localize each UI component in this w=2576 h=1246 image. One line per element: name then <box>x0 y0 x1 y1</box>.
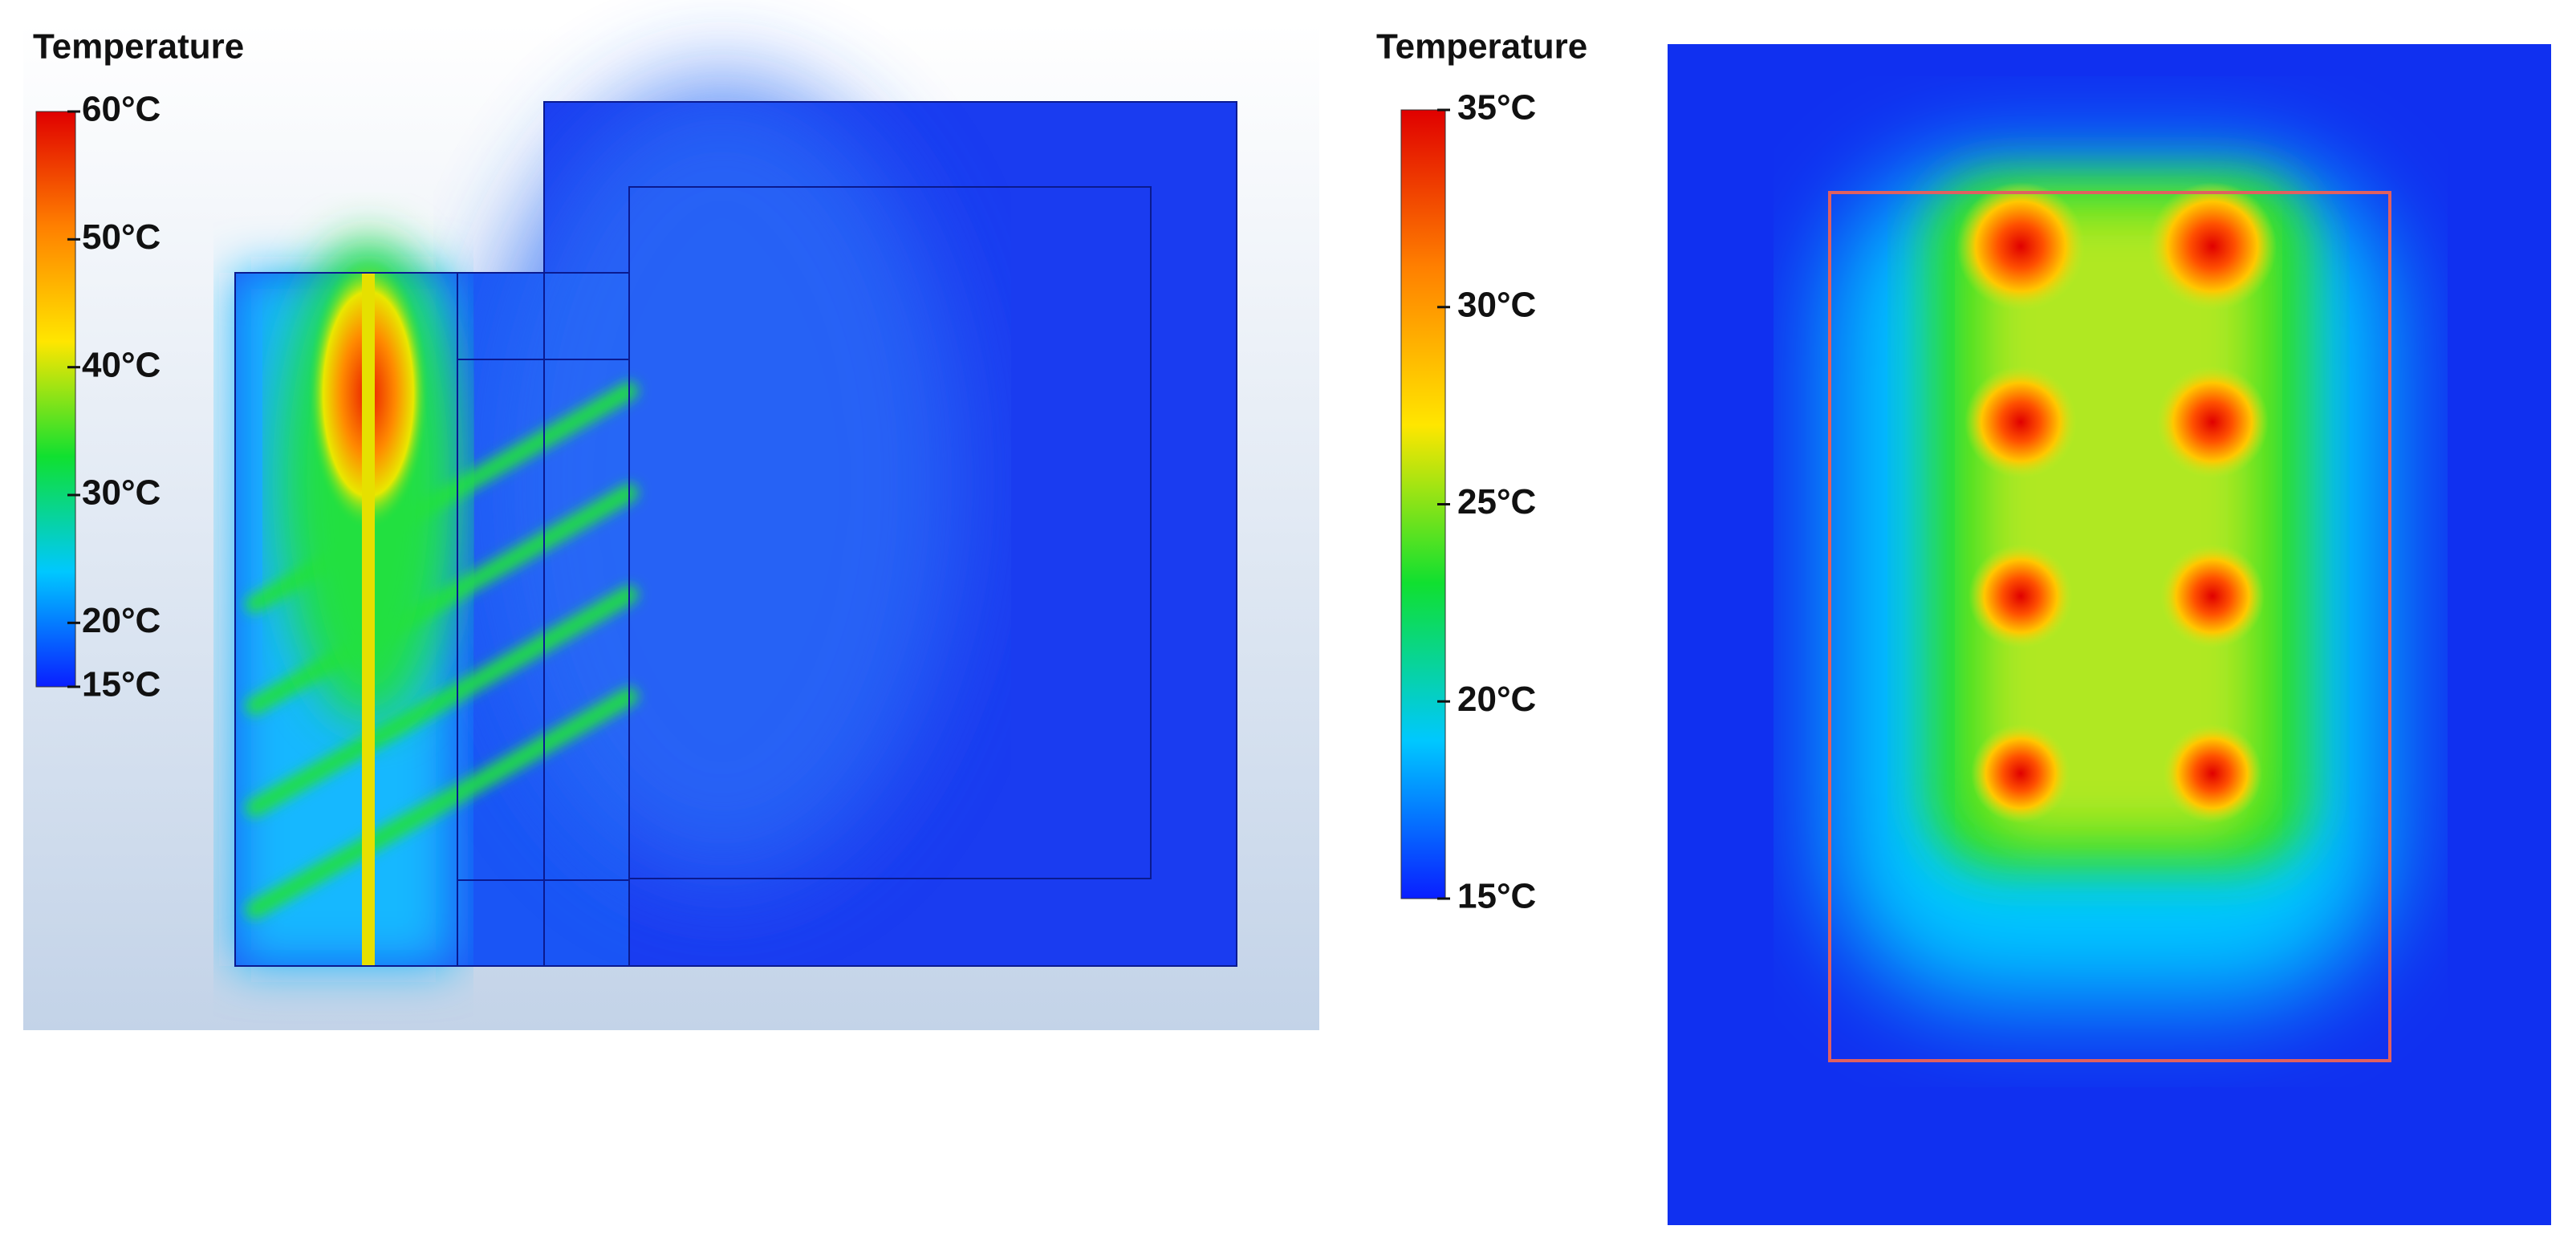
tick-label: 15°C <box>82 665 160 704</box>
tick-label: 15°C <box>1457 877 1536 916</box>
tick-label: 50°C <box>82 217 160 257</box>
tick-label: 40°C <box>82 345 160 384</box>
tick-label: 30°C <box>82 473 160 513</box>
tick-label: 35°C <box>1457 88 1536 128</box>
colorbar-title: Temperature <box>33 27 244 67</box>
tick-label: 25°C <box>1457 482 1536 522</box>
right-field <box>1668 44 2551 1225</box>
colorbar <box>35 111 76 688</box>
colorbar-title: Temperature <box>1376 27 1587 67</box>
tick-label: 30°C <box>1457 285 1536 324</box>
tick-label: 20°C <box>82 601 160 640</box>
left-field <box>234 80 1237 967</box>
tick-label: 20°C <box>1457 680 1536 719</box>
tick-label: 60°C <box>82 90 160 129</box>
